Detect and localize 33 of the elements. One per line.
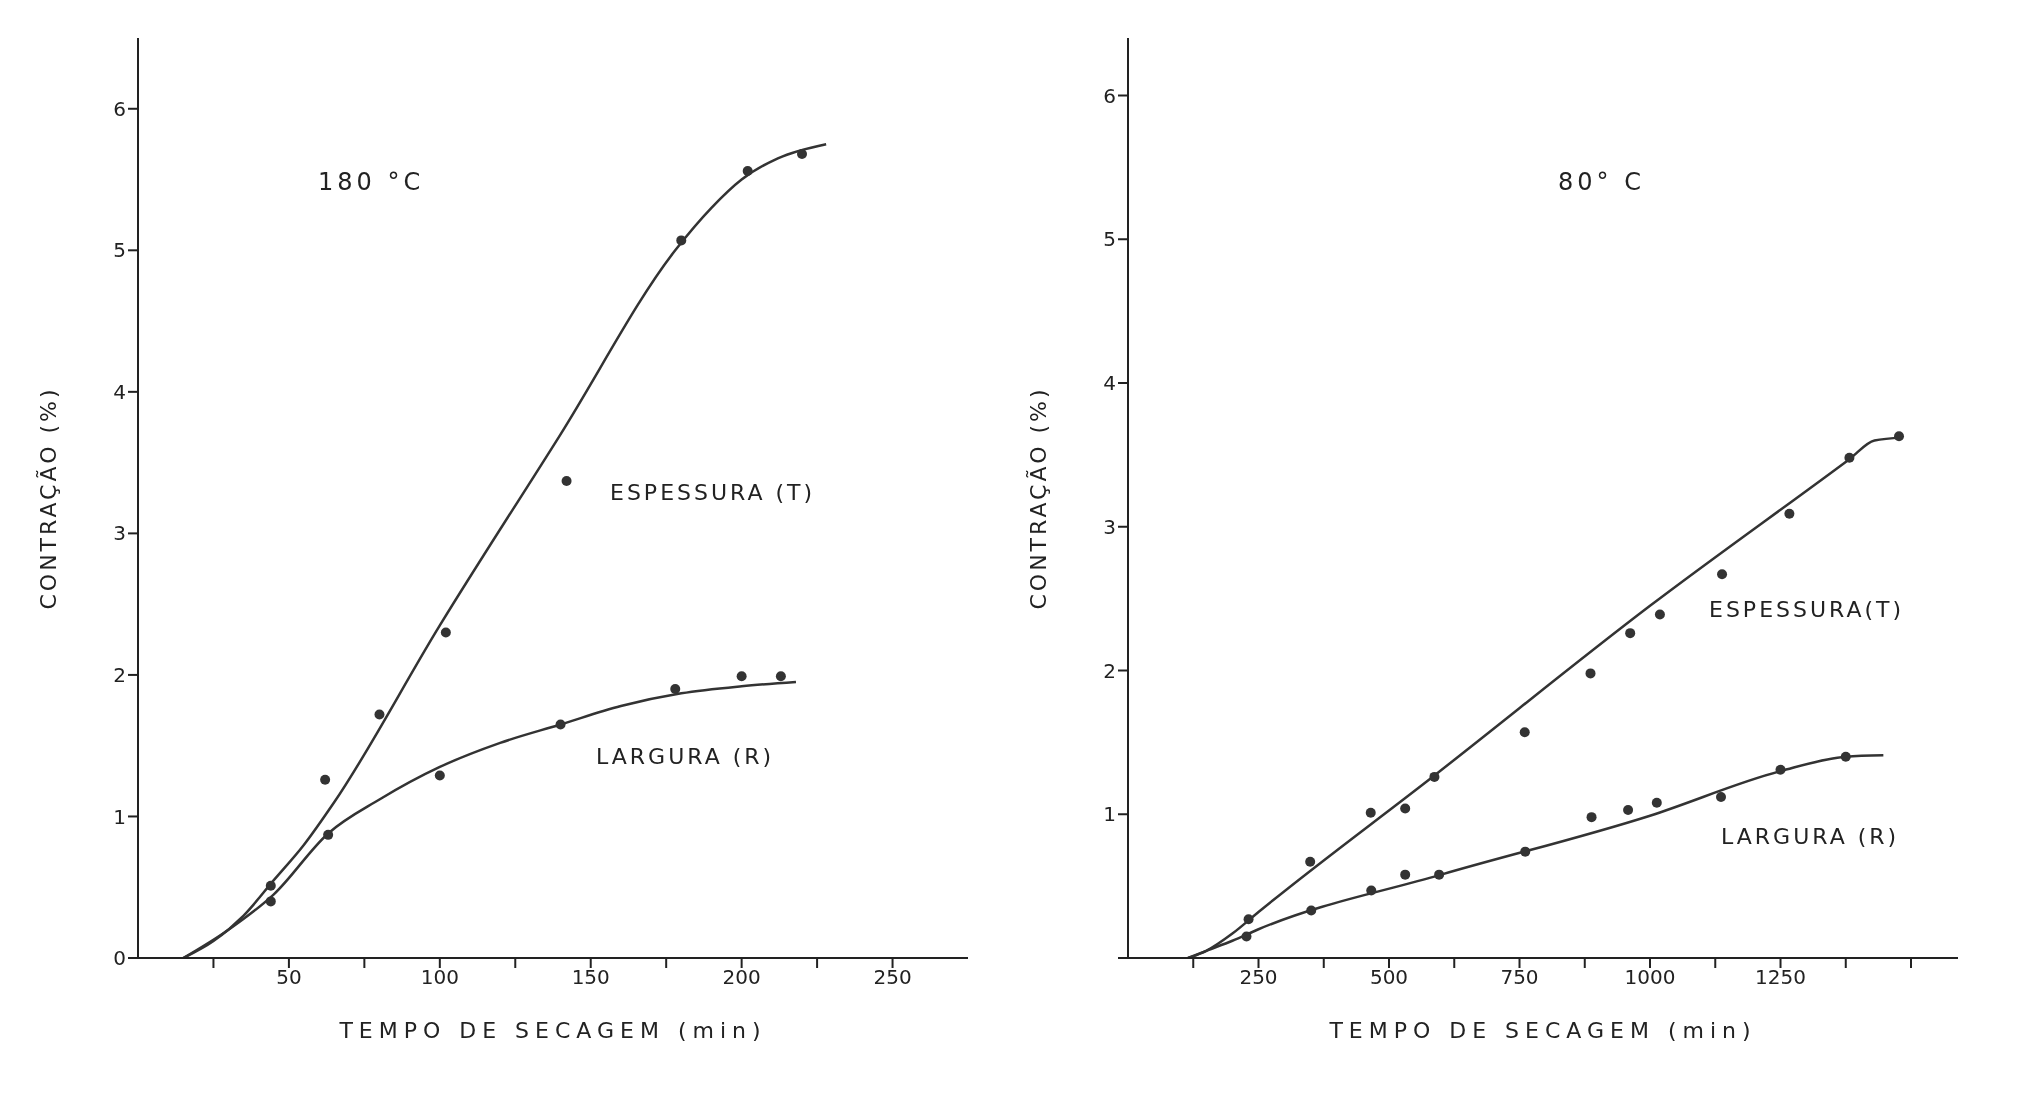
- y-tick-label: 4: [113, 379, 126, 404]
- x-tick-label: 250: [873, 965, 912, 990]
- x-tick-label: 100: [420, 965, 459, 990]
- x-tick-label: 750: [1500, 965, 1539, 990]
- x-tick-label: 250: [1239, 965, 1278, 990]
- annotation: ESPESSURA (T): [610, 480, 816, 505]
- y-axis-title: CONTRAÇÃO (%): [34, 386, 61, 610]
- y-tick-label: 1: [113, 804, 126, 829]
- y-tick-label: 2: [1103, 658, 1116, 683]
- x-tick-label: 1000: [1624, 965, 1676, 990]
- y-axis-title: CONTRAÇÃO (%): [1024, 386, 1051, 610]
- annotation: LARGURA (R): [596, 744, 775, 769]
- x-axis-title: TEMPO DE SECAGEM (min): [338, 1018, 767, 1043]
- y-tick-label: 0: [113, 946, 126, 971]
- x-tick-label: 1250: [1755, 965, 1806, 990]
- y-tick-label: 2: [113, 663, 126, 688]
- annotation: ESPESSURA(T): [1709, 597, 1905, 622]
- y-tick-label: 5: [113, 238, 126, 263]
- x-axis-title: TEMPO DE SECAGEM (min): [1328, 1018, 1757, 1043]
- y-tick-label: 3: [113, 521, 126, 546]
- y-tick-label: 3: [1103, 514, 1116, 539]
- annotation: LARGURA (R): [1721, 824, 1900, 849]
- y-tick-label: 6: [1103, 83, 1116, 108]
- text: 80° C: [1558, 168, 1645, 196]
- y-tick-label: 1: [1103, 802, 1116, 827]
- y-tick-label: 5: [1103, 227, 1116, 252]
- x-tick-label: 50: [276, 965, 302, 990]
- text: 180 °C: [318, 168, 425, 196]
- y-tick-label: 4: [1103, 371, 1116, 396]
- x-tick-label: 200: [722, 965, 761, 990]
- x-tick-label: 500: [1369, 965, 1409, 990]
- x-tick-label: 150: [571, 965, 610, 990]
- y-tick-label: 6: [113, 96, 126, 121]
